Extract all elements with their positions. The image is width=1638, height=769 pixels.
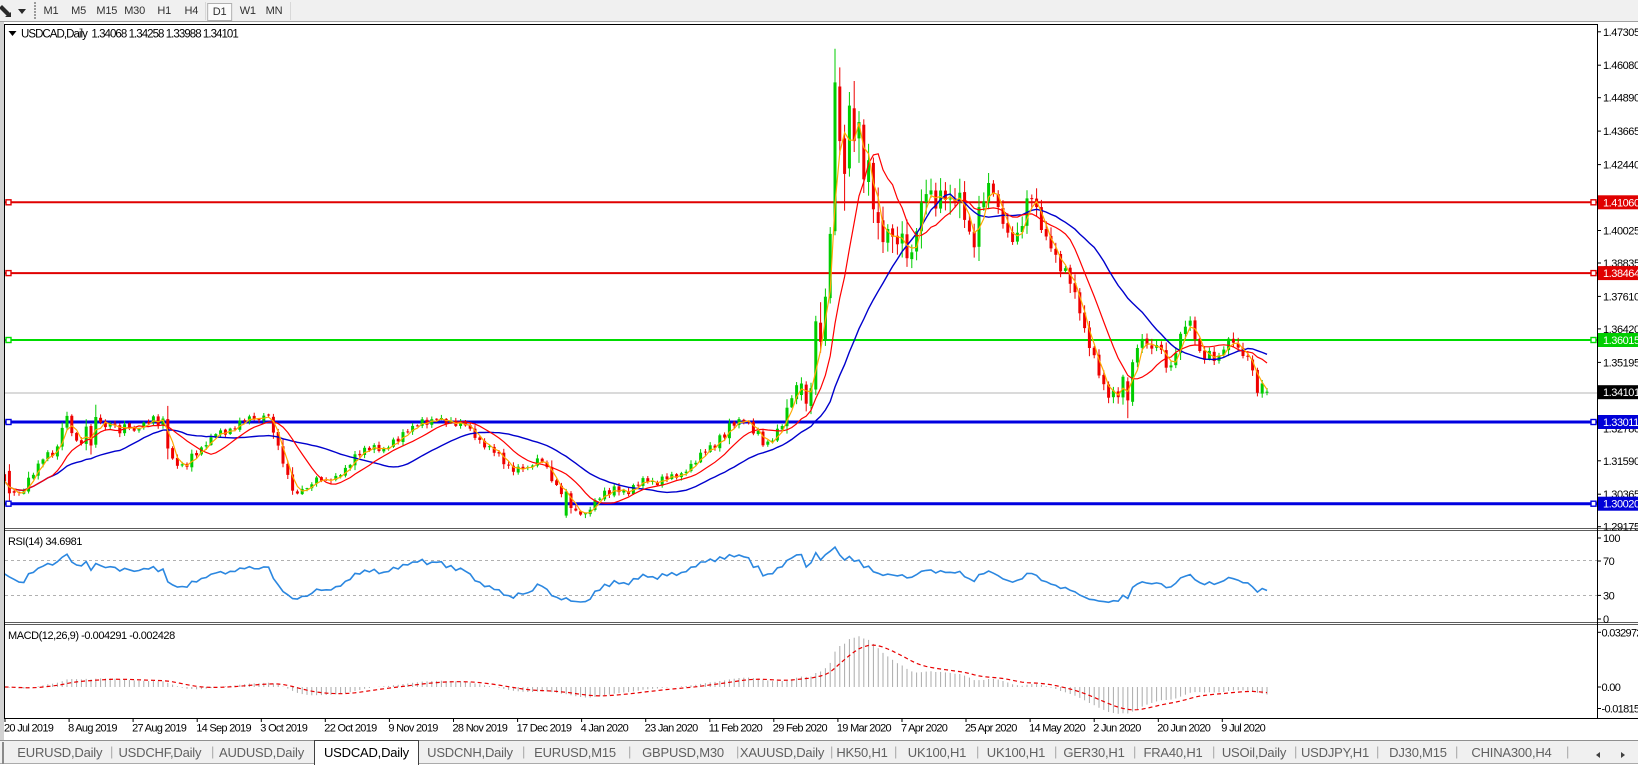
svg-text:23 Jan 2020: 23 Jan 2020 [645,723,698,735]
svg-text:11 Feb 2020: 11 Feb 2020 [709,723,763,735]
svg-text:20 Jun 2020: 20 Jun 2020 [1157,723,1210,735]
svg-text:100: 100 [1603,533,1620,545]
svg-text:1.30020: 1.30020 [1603,499,1638,511]
svg-text:1.31590: 1.31590 [1603,456,1638,468]
svg-text:MACD(12,26,9) -0.004291 -0.002: MACD(12,26,9) -0.004291 -0.002428 [8,630,175,642]
svg-text:29 Feb 2020: 29 Feb 2020 [773,723,828,735]
svg-text:1.47305: 1.47305 [1603,27,1638,39]
svg-text:30: 30 [1603,590,1615,602]
svg-text:3 Oct 2019: 3 Oct 2019 [260,723,307,735]
svg-text:70: 70 [1603,556,1615,568]
svg-text:1.37610: 1.37610 [1603,291,1638,303]
svg-text:22 Oct 2019: 22 Oct 2019 [324,723,377,735]
svg-text:8 Aug 2019: 8 Aug 2019 [68,723,117,735]
svg-text:14 May 2020: 14 May 2020 [1029,723,1085,735]
svg-text:1.33011: 1.33011 [1603,417,1638,429]
svg-text:2 Jun 2020: 2 Jun 2020 [1093,723,1141,735]
svg-text:17 Dec 2019: 17 Dec 2019 [517,723,572,735]
svg-text:RSI(14) 34.6981: RSI(14) 34.6981 [8,536,82,548]
svg-text:USDCAD,Daily 1.34068 1.34258: USDCAD,Daily 1.34068 1.34258 1.33988 1.3… [21,29,238,41]
svg-text:1.38464: 1.38464 [1603,268,1638,280]
svg-text:0.032972: 0.032972 [1602,627,1638,639]
svg-text:28 Nov 2019: 28 Nov 2019 [453,723,508,735]
svg-text:-0.018154: -0.018154 [1602,704,1638,716]
svg-text:27 Aug 2019: 27 Aug 2019 [132,723,187,735]
svg-text:4 Jan 2020: 4 Jan 2020 [581,723,629,735]
svg-text:9 Nov 2019: 9 Nov 2019 [388,723,438,735]
svg-text:19 Mar 2020: 19 Mar 2020 [837,723,892,735]
svg-text:0: 0 [1603,614,1609,626]
svg-text:1.29175: 1.29175 [1603,522,1638,534]
svg-text:1.40025: 1.40025 [1603,226,1638,238]
svg-text:25 Apr 2020: 25 Apr 2020 [965,723,1017,735]
svg-text:1.35195: 1.35195 [1603,357,1638,369]
svg-text:7 Apr 2020: 7 Apr 2020 [901,723,948,735]
svg-text:14 Sep 2019: 14 Sep 2019 [196,723,251,735]
svg-text:1.34101: 1.34101 [1603,387,1638,399]
svg-text:20 Jul 2019: 20 Jul 2019 [4,723,54,735]
svg-text:9 Jul 2020: 9 Jul 2020 [1221,723,1265,735]
svg-text:0.00: 0.00 [1602,682,1621,694]
svg-text:1.36015: 1.36015 [1603,335,1638,347]
svg-text:1.41060: 1.41060 [1603,197,1638,209]
svg-text:1.43665: 1.43665 [1603,126,1638,138]
svg-text:1.42440: 1.42440 [1603,160,1638,172]
svg-text:1.46080: 1.46080 [1603,60,1638,72]
svg-text:1.44890: 1.44890 [1603,93,1638,105]
